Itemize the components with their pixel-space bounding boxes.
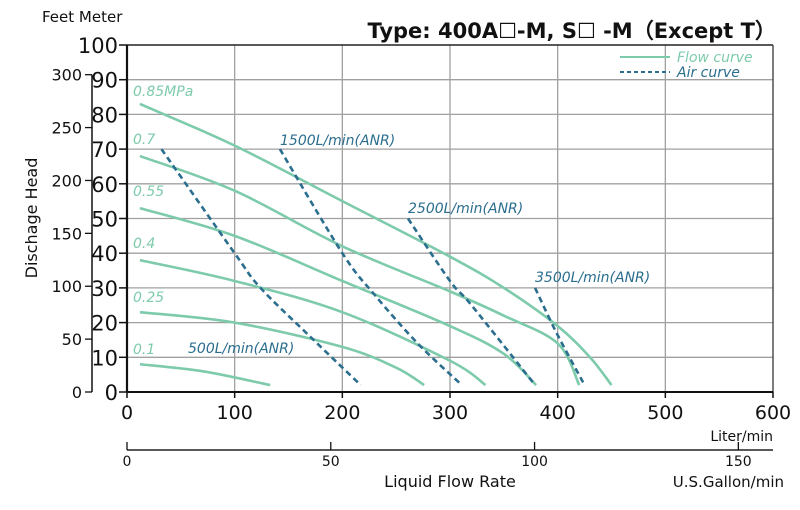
flow-curve-0.7	[139, 154, 581, 386]
air-curve-label: 500L/min(ANR)	[188, 341, 294, 357]
x-tick-label: 200	[324, 402, 360, 424]
feet-tick-label: 150	[51, 224, 82, 243]
y-tick-label: 70	[91, 138, 118, 162]
x-tick-label: 500	[647, 402, 683, 424]
air-curve-500L/min(ANR)	[160, 148, 362, 386]
air-curve-label: 2500L/min(ANR)	[408, 201, 523, 217]
y-tick-label: 30	[91, 277, 118, 301]
chart-title: Type: 400A☐-M, S☐ -M（Except T）	[368, 19, 777, 43]
legend: Flow curve Air curve	[620, 50, 753, 81]
flow-curve-0.25	[139, 310, 425, 387]
feet-tick-label: 100	[51, 277, 82, 296]
flow-curve-label: 0.85MPa	[133, 84, 193, 100]
series-labels: 0.85MPa 0.7 0.55 0.4 0.25 0.1 500L/min(ANR) 150…	[133, 84, 650, 358]
x-tick-label: 100	[217, 402, 253, 424]
y-tick-label: 0	[105, 381, 118, 405]
flow-curve-label: 0.7	[133, 132, 155, 148]
air-curve-1500L/min(ANR)	[278, 148, 463, 387]
x-tick-label: 0	[121, 402, 133, 424]
y-tick-label: 50	[91, 208, 118, 232]
flow-curve-label: 0.4	[133, 236, 155, 252]
gallon-tick-label: 100	[521, 454, 548, 470]
flow-curve-label: 0.55	[133, 184, 164, 200]
y-tick-label: 90	[91, 69, 118, 93]
legend-flow-label: Flow curve	[677, 50, 753, 66]
feet-tick-label: 200	[51, 171, 82, 190]
air-curve-label: 3500L/min(ANR)	[535, 270, 650, 286]
y-tick-label: 40	[91, 242, 118, 266]
legend-air-label: Air curve	[676, 65, 740, 81]
y-tick-label: 60	[91, 173, 118, 197]
x-tick-label: 400	[540, 402, 576, 424]
flow-curve-0.1	[139, 362, 271, 387]
air-curve-2500L/min(ANR)	[406, 217, 537, 386]
y-tick-label: 100	[78, 34, 118, 58]
x-axis-label: Liquid Flow Rate	[384, 472, 516, 491]
feet-tick-label: 50	[62, 330, 82, 349]
x-tick-label: 600	[755, 402, 791, 424]
flow-curve-0.55	[139, 206, 538, 386]
x-tick-label: 300	[432, 402, 468, 424]
gallon-tick-label: 150	[725, 454, 752, 470]
flow-curve-0.4	[139, 258, 487, 387]
flow-curve-label: 0.25	[133, 290, 164, 306]
y-units-header: Feet Meter	[42, 8, 123, 26]
flow-curve-0.85MPa	[139, 102, 613, 386]
grid	[127, 45, 773, 392]
air-curves	[160, 148, 586, 387]
air-curve-3500L/min(ANR)	[533, 287, 586, 386]
feet-tick-label: 300	[51, 66, 82, 85]
x-unit-secondary: U.S.Gallon/min	[673, 473, 784, 491]
feet-tick-label: 0	[72, 383, 82, 402]
y-tick-label: 10	[91, 346, 118, 370]
x-unit-primary: Liter/min	[710, 429, 773, 445]
gallon-tick-label: 50	[322, 454, 340, 470]
gallon-tick-label: 0	[123, 454, 132, 470]
air-curve-label: 1500L/min(ANR)	[280, 133, 395, 149]
flow-curve-label: 0.1	[133, 342, 155, 358]
y-tick-label: 20	[91, 312, 118, 336]
y-tick-label: 80	[91, 103, 118, 127]
y-axis-label: Dischage Head	[22, 158, 41, 279]
flow-curves	[139, 102, 613, 387]
feet-tick-label: 250	[51, 119, 82, 138]
